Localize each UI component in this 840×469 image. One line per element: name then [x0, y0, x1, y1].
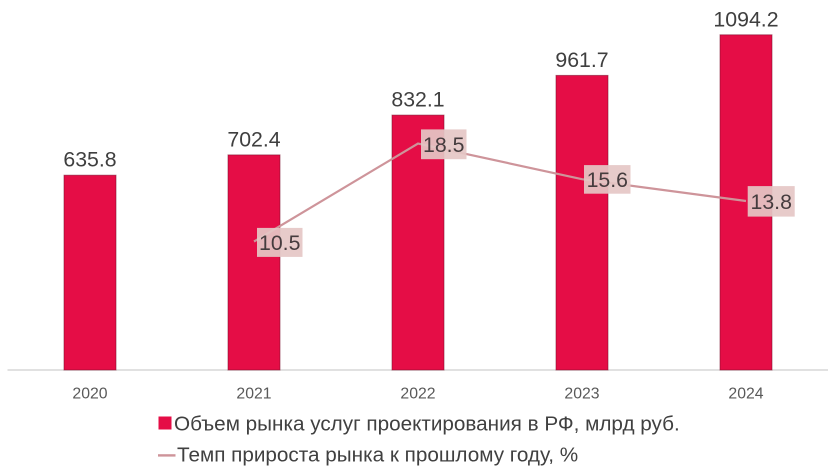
svg-text:10.5: 10.5 [259, 231, 300, 255]
svg-text:961.7: 961.7 [555, 48, 608, 72]
svg-text:2021: 2021 [236, 386, 271, 403]
svg-text:635.8: 635.8 [63, 148, 116, 172]
svg-text:Объем рынка услуг проектирован: Объем рынка услуг проектирования в РФ, м… [174, 413, 680, 436]
svg-text:Темп прироста рынка к прошлому: Темп прироста рынка к прошлому году, % [177, 444, 578, 467]
svg-text:2023: 2023 [564, 386, 599, 403]
svg-text:2024: 2024 [728, 386, 763, 403]
svg-text:1094.2: 1094.2 [713, 7, 778, 31]
svg-text:2022: 2022 [400, 386, 435, 403]
svg-text:2020: 2020 [72, 386, 107, 403]
svg-text:702.4: 702.4 [227, 127, 280, 151]
svg-text:15.6: 15.6 [587, 168, 628, 192]
svg-text:13.8: 13.8 [750, 190, 791, 214]
svg-text:18.5: 18.5 [423, 133, 464, 157]
svg-text:832.1: 832.1 [391, 88, 444, 112]
